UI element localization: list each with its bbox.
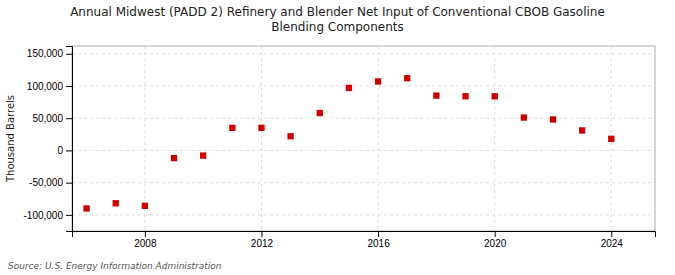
tick-label: 50,000 [32, 113, 63, 124]
point [433, 92, 439, 98]
title-line: Annual Midwest (PADD 2) Refinery and Ble… [70, 5, 605, 19]
source-note: Source: U.S. Energy Information Administ… [8, 261, 222, 271]
point [521, 114, 527, 120]
point [550, 116, 556, 122]
tick-label: 0 [57, 145, 63, 156]
point [200, 152, 206, 158]
title: Annual Midwest (PADD 2) Refinery and Ble… [70, 5, 605, 34]
tick: 2020 [484, 231, 507, 249]
tick-mark [495, 231, 496, 237]
point [375, 78, 381, 84]
tick: 2012 [251, 231, 274, 249]
point [492, 93, 498, 99]
point [462, 93, 468, 99]
point [346, 85, 352, 91]
x-axis: 2008 2012 2016 2020 2024 [73, 231, 656, 249]
tick: -50,000 [29, 177, 72, 188]
grid-line [72, 53, 655, 54]
tick-mark [378, 231, 379, 237]
tick-label: 2008 [134, 238, 157, 249]
tick: 2016 [367, 231, 390, 249]
point [608, 136, 614, 142]
grid-line [72, 214, 655, 215]
tick-label: 2012 [251, 238, 274, 249]
tick: 150,000 [27, 48, 72, 59]
tick-label: -100,000 [24, 210, 64, 221]
point [142, 203, 148, 209]
grid-line [72, 85, 655, 86]
plot-frame [72, 46, 655, 231]
points [83, 75, 614, 212]
grid-line [378, 46, 379, 231]
tick: 100,000 [27, 81, 72, 92]
plot-area: 2008 2012 2016 2020 2024 -100,000 -50,000 0 50,0… [24, 46, 656, 249]
grid-line [72, 182, 655, 183]
tick-label: 2016 [367, 238, 390, 249]
point [171, 155, 177, 161]
tick-mark [66, 118, 72, 119]
title-line: Blending Components [271, 20, 403, 34]
grid-line [494, 46, 495, 231]
grid [72, 46, 655, 231]
tick: -100,000 [24, 210, 72, 221]
grid-line [72, 150, 655, 151]
tick-label: 2020 [484, 238, 507, 249]
tick: 0 [57, 145, 72, 156]
tick-label: 150,000 [27, 48, 64, 59]
point [287, 133, 293, 139]
tick: 2008 [134, 231, 157, 249]
tick-mark [66, 183, 72, 184]
point [83, 205, 89, 211]
tick-mark [66, 86, 72, 87]
chart: Annual Midwest (PADD 2) Refinery and Ble… [0, 0, 675, 275]
axis-line [66, 47, 73, 232]
tick-mark [66, 215, 72, 216]
tick: 50,000 [32, 113, 72, 124]
tick-mark [145, 231, 146, 237]
y-axis: -100,000 -50,000 0 50,000 100,000 150,000 [24, 47, 73, 232]
tick-mark [66, 150, 72, 151]
point [229, 125, 235, 131]
tick-label: 100,000 [27, 81, 64, 92]
point [579, 127, 585, 133]
tick-mark [261, 231, 262, 237]
tick-label: -50,000 [29, 177, 63, 188]
tick-mark [66, 54, 72, 55]
point [317, 110, 323, 116]
y-axis-label: Thousand Barrels [5, 95, 16, 183]
point [113, 200, 119, 206]
point [258, 125, 264, 131]
tick-label: 2024 [601, 238, 624, 249]
tick: 2024 [601, 231, 624, 249]
grid-line [261, 46, 262, 231]
axis-line [73, 232, 656, 238]
tick-mark [611, 231, 612, 237]
point [404, 75, 410, 81]
grid-line [72, 118, 655, 119]
